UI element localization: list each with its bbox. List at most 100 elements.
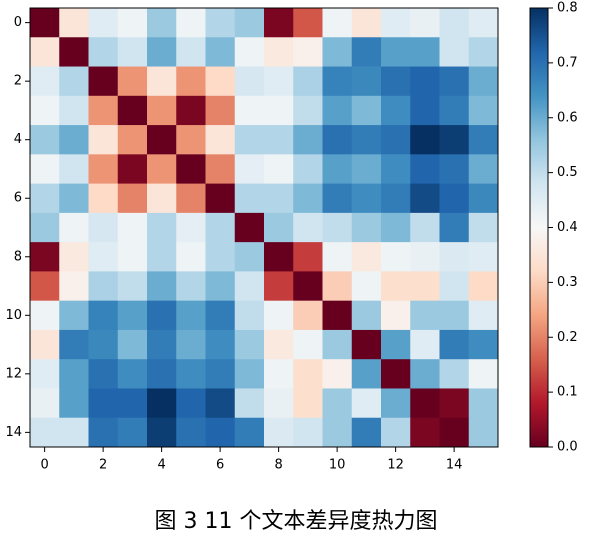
heat-cell — [293, 242, 323, 272]
colorbar-tick-label: 0.1 — [557, 385, 578, 400]
heat-cell — [30, 37, 60, 67]
heat-cell — [147, 183, 177, 214]
heat-cell — [381, 37, 411, 67]
heat-cell — [30, 359, 60, 389]
heat-cell — [205, 37, 236, 67]
heat-cell — [381, 271, 411, 302]
heat-cell — [117, 300, 148, 331]
heat-cell — [439, 388, 470, 419]
heat-cell — [293, 417, 323, 448]
heat-cell — [30, 417, 60, 448]
heat-cell — [176, 95, 206, 126]
heat-cell — [117, 125, 148, 155]
heat-cell — [88, 417, 119, 448]
heat-cell — [468, 183, 499, 214]
heat-cell — [468, 388, 499, 419]
heat-cell — [468, 37, 499, 67]
heat-cell — [30, 95, 60, 126]
heat-cell — [322, 417, 353, 448]
heat-cell — [88, 300, 119, 331]
heat-cell — [351, 329, 382, 360]
heat-cell — [439, 212, 470, 243]
heat-cell — [147, 271, 177, 302]
heat-cell — [176, 154, 206, 184]
heat-cell — [410, 66, 440, 97]
heat-cell — [30, 125, 60, 155]
heat-cell — [293, 8, 323, 38]
heat-cell — [30, 66, 60, 97]
heat-cell — [234, 154, 265, 184]
y-tick-label: 8 — [14, 249, 22, 264]
heat-cell — [30, 271, 60, 302]
heat-cell — [293, 359, 323, 389]
heat-cell — [264, 125, 294, 155]
heat-cell — [205, 359, 236, 389]
y-tick-label: 14 — [5, 425, 22, 440]
heat-cell — [293, 329, 323, 360]
heat-cell — [410, 212, 440, 243]
heat-cell — [117, 95, 148, 126]
heat-cell — [205, 66, 236, 97]
heat-cell — [176, 359, 206, 389]
heat-cell — [117, 66, 148, 97]
heat-cell — [351, 300, 382, 331]
heat-cell — [117, 388, 148, 419]
heat-cell — [59, 125, 89, 155]
heat-cell — [264, 95, 294, 126]
x-tick-label: 12 — [387, 458, 404, 473]
heat-cell — [176, 271, 206, 302]
heat-cell — [88, 271, 119, 302]
heat-cell — [205, 154, 236, 184]
heat-cell — [88, 359, 119, 389]
heat-cell — [351, 8, 382, 38]
colorbar-tick-label: 0.6 — [557, 110, 578, 125]
heat-cell — [381, 212, 411, 243]
heat-cell — [439, 359, 470, 389]
heat-cell — [234, 37, 265, 67]
heat-cell — [264, 417, 294, 448]
heat-cell — [264, 300, 294, 331]
heat-cell — [176, 388, 206, 419]
heat-cell — [147, 359, 177, 389]
heat-cell — [234, 95, 265, 126]
heat-cell — [468, 66, 499, 97]
heat-cell — [147, 8, 177, 38]
heat-cell — [468, 154, 499, 184]
heat-cell — [147, 300, 177, 331]
heat-cell — [293, 125, 323, 155]
heat-cell — [293, 300, 323, 331]
heat-cell — [176, 242, 206, 272]
y-tick-label: 10 — [5, 308, 22, 323]
plot-frame — [29, 7, 499, 448]
heat-cell — [234, 359, 265, 389]
heat-cell — [234, 271, 265, 302]
heat-cell — [410, 388, 440, 419]
heat-cell — [322, 212, 353, 243]
heat-cell — [468, 212, 499, 243]
heat-cell — [234, 66, 265, 97]
heat-cell — [59, 300, 89, 331]
heat-cell — [410, 417, 440, 448]
heat-cell — [59, 329, 89, 360]
heat-cell — [351, 271, 382, 302]
heat-cell — [205, 417, 236, 448]
heat-cell — [117, 329, 148, 360]
colorbar-tick-label: 0.3 — [557, 275, 578, 290]
heat-cell — [205, 183, 236, 214]
x-tick-label: 14 — [446, 458, 463, 473]
heat-cell — [381, 95, 411, 126]
heat-cell — [381, 66, 411, 97]
heat-cell — [30, 154, 60, 184]
colorbar-tick-label: 0.0 — [557, 440, 578, 455]
heat-cell — [30, 183, 60, 214]
heat-cell — [293, 154, 323, 184]
heat-cell — [59, 95, 89, 126]
heat-cell — [176, 37, 206, 67]
heat-cell — [59, 37, 89, 67]
heat-cell — [117, 271, 148, 302]
heat-cell — [30, 300, 60, 331]
heat-cell — [381, 300, 411, 331]
heat-cell — [322, 388, 353, 419]
heat-cell — [439, 66, 470, 97]
